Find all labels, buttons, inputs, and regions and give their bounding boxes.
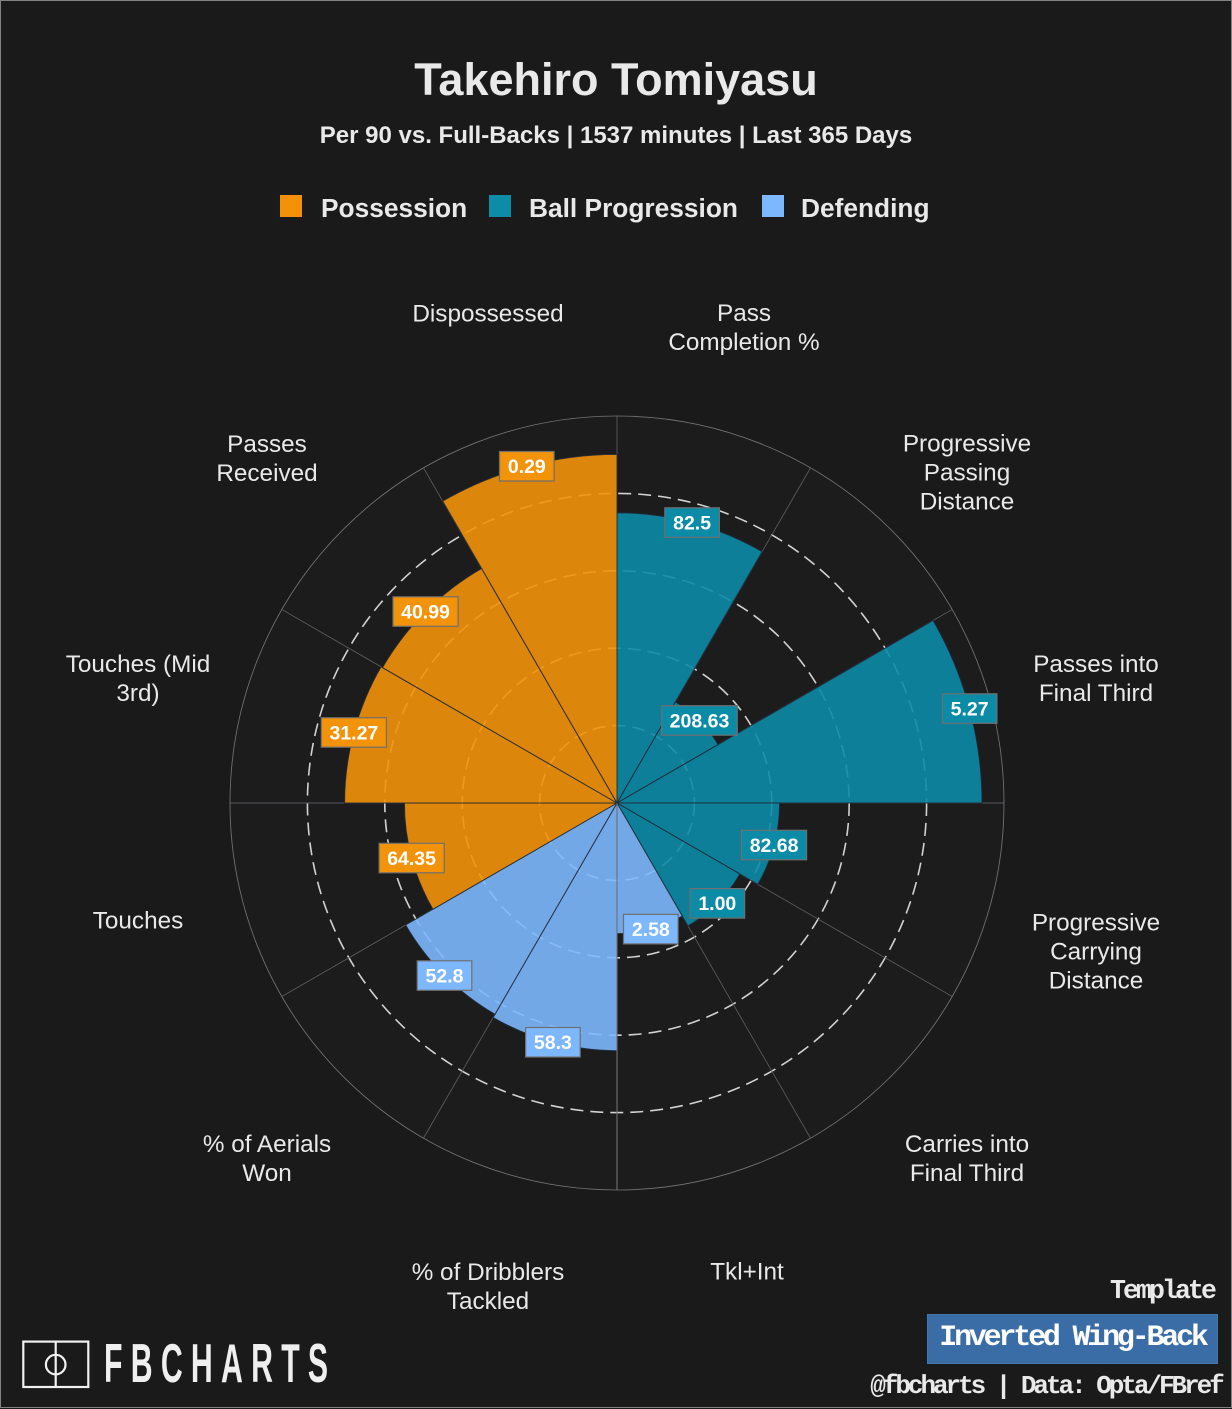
- svg-text:31.27: 31.27: [329, 722, 378, 744]
- svg-text:5.27: 5.27: [951, 698, 989, 720]
- svg-text:82.5: 82.5: [673, 512, 711, 534]
- svg-text:0.29: 0.29: [508, 456, 546, 478]
- svg-text:40.99: 40.99: [401, 601, 450, 623]
- svg-text:52.8: 52.8: [426, 965, 464, 987]
- svg-text:2.58: 2.58: [632, 919, 670, 941]
- svg-text:64.35: 64.35: [387, 848, 436, 870]
- svg-text:82.68: 82.68: [750, 835, 799, 857]
- svg-text:208.63: 208.63: [670, 710, 730, 732]
- svg-text:1.00: 1.00: [698, 893, 736, 915]
- svg-text:58.3: 58.3: [534, 1032, 572, 1054]
